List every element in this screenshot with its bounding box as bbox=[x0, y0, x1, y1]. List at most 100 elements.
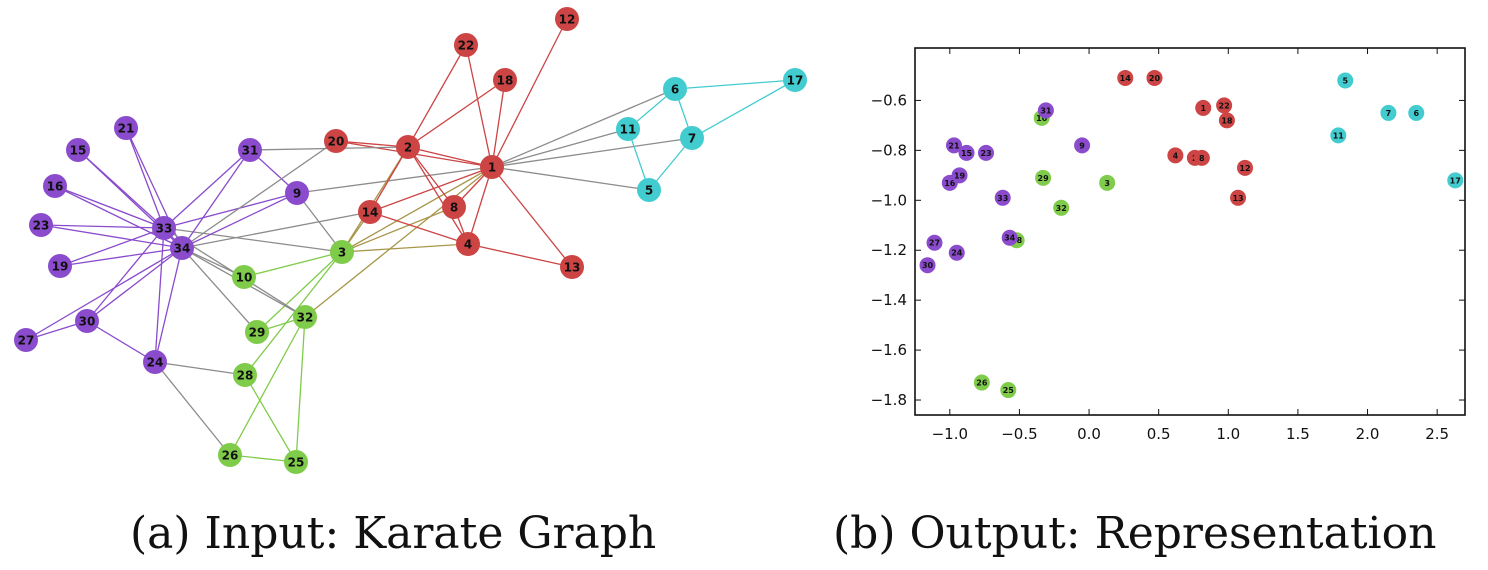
graph-node-circle bbox=[616, 117, 640, 141]
plot-point-marker bbox=[1099, 174, 1116, 191]
plot-point-15: 15 bbox=[958, 144, 975, 161]
plot-point-marker bbox=[926, 234, 943, 251]
y-tick-label: −0.6 bbox=[871, 91, 907, 109]
x-tick-label: −0.5 bbox=[1001, 425, 1037, 443]
x-tick-label: 1.5 bbox=[1286, 425, 1310, 443]
graph-node-circle bbox=[480, 155, 504, 179]
plot-point-17: 17 bbox=[1447, 172, 1464, 189]
graph-edge-2-14 bbox=[369, 146, 409, 213]
graph-edge-1-7 bbox=[491, 137, 693, 168]
graph-node-12: 12 bbox=[555, 7, 579, 31]
graph-edge-4-13 bbox=[467, 243, 573, 268]
graph-node-27: 27 bbox=[14, 328, 38, 352]
plot-point-marker bbox=[1216, 97, 1233, 114]
graph-node-14: 14 bbox=[358, 200, 382, 224]
x-tick-label: 0.0 bbox=[1077, 425, 1101, 443]
plot-point-19: 19 bbox=[951, 167, 968, 184]
y-tick-label: −1.4 bbox=[871, 291, 907, 309]
graph-node-23: 23 bbox=[29, 213, 53, 237]
graph-edge-3-8 bbox=[341, 206, 455, 253]
plot-point-marker bbox=[1237, 159, 1253, 176]
representation-scatter-plot: −1.0 −0.5 0.0 0.5 1.0 1.5 2.0 2.5 −0.6 −0.8 −1.0 −1… bbox=[871, 47, 1466, 443]
plot-point-label: 19 bbox=[954, 171, 966, 180]
plot-point-24: 24 bbox=[948, 244, 965, 261]
graph-edge-1-3 bbox=[341, 166, 493, 253]
graph-node-circle bbox=[75, 309, 99, 333]
graph-node-circle bbox=[555, 7, 579, 31]
graph-edge-3-28 bbox=[244, 251, 343, 376]
plot-point-label: 18 bbox=[1221, 116, 1233, 125]
plot-point-12: 12 bbox=[1237, 159, 1253, 176]
x-tick-label: 2.5 bbox=[1425, 425, 1449, 443]
graph-edge-20-34 bbox=[181, 140, 337, 249]
plot-point-label: 16 bbox=[944, 179, 956, 188]
graph-node-28: 28 bbox=[233, 363, 257, 387]
graph-edge-1-32 bbox=[304, 166, 493, 318]
plot-point-label: 20 bbox=[1149, 74, 1161, 83]
graph-edge-3-9 bbox=[296, 192, 343, 253]
plot-point-25: 25 bbox=[1000, 382, 1017, 399]
plot-point-label: 8 bbox=[1199, 154, 1205, 163]
graph-node-19: 19 bbox=[48, 254, 72, 278]
graph-node-circle bbox=[330, 240, 354, 264]
graph-edge-2-20 bbox=[335, 140, 409, 148]
plot-point-1: 1 bbox=[1195, 99, 1212, 116]
plot-point-label: 22 bbox=[1219, 101, 1230, 110]
graph-node-label: 23 bbox=[33, 219, 50, 233]
graph-node-label: 31 bbox=[242, 144, 259, 158]
plot-point-marker bbox=[948, 244, 965, 261]
graph-edge-6-17 bbox=[674, 79, 796, 90]
plot-point-label: 1 bbox=[1200, 104, 1206, 113]
graph-node-circle bbox=[245, 320, 269, 344]
graph-node-circle bbox=[783, 68, 807, 92]
plot-point-marker bbox=[1337, 72, 1354, 89]
graph-node-label: 26 bbox=[222, 449, 239, 463]
graph-edge-1-11 bbox=[491, 128, 629, 168]
y-tick-label: −0.8 bbox=[871, 141, 907, 159]
plot-point-33: 33 bbox=[994, 189, 1011, 206]
graph-node-label: 32 bbox=[297, 311, 314, 325]
plot-point-9: 9 bbox=[1074, 137, 1091, 154]
graph-node-circle bbox=[48, 254, 72, 278]
graph-node-label: 5 bbox=[645, 184, 653, 198]
plot-ticks: −1.0 −0.5 0.0 0.5 1.0 1.5 2.0 2.5 −0.6 −0.8 −1.0 −1… bbox=[871, 48, 1465, 443]
graph-node-15: 15 bbox=[66, 138, 90, 162]
graph-edge-9-34 bbox=[181, 192, 298, 249]
plot-point-label: 32 bbox=[1056, 204, 1067, 213]
graph-node-circle bbox=[238, 138, 262, 162]
graph-node-label: 19 bbox=[52, 260, 69, 274]
plot-point-marker bbox=[978, 144, 995, 161]
graph-edge-31-33 bbox=[163, 149, 251, 229]
plot-point-26: 26 bbox=[973, 374, 990, 391]
graph-node-1: 1 bbox=[480, 155, 504, 179]
y-tick-label: −1.6 bbox=[871, 341, 907, 359]
plot-point-label: 31 bbox=[1040, 106, 1052, 115]
plot-point-marker bbox=[1146, 69, 1163, 86]
plot-point-label: 3 bbox=[1104, 179, 1110, 188]
graph-edge-1-6 bbox=[491, 88, 676, 168]
plot-point-32: 32 bbox=[1053, 199, 1070, 216]
plot-point-marker bbox=[1117, 69, 1134, 86]
graph-node-circle bbox=[232, 265, 256, 289]
graph-edge-3-29 bbox=[256, 251, 343, 333]
graph-edge-19-34 bbox=[59, 247, 183, 267]
graph-node-circle bbox=[493, 68, 517, 92]
plot-point-4: 4 bbox=[1167, 147, 1184, 164]
graph-edge-21-33 bbox=[125, 127, 165, 229]
graph-node-circle bbox=[114, 116, 138, 140]
graph-node-20: 20 bbox=[324, 129, 348, 153]
plot-point-31: 31 bbox=[1037, 102, 1054, 119]
y-tick-label: −1.2 bbox=[871, 241, 907, 259]
plot-point-label: 17 bbox=[1450, 176, 1461, 185]
graph-edge-24-26 bbox=[154, 361, 231, 456]
graph-node-31: 31 bbox=[238, 138, 262, 162]
graph-node-label: 7 bbox=[688, 132, 696, 146]
plot-point-marker bbox=[1193, 149, 1210, 166]
graph-node-label: 30 bbox=[79, 315, 96, 329]
graph-node-label: 9 bbox=[293, 187, 301, 201]
graph-node-13: 13 bbox=[560, 255, 584, 279]
plot-point-18: 18 bbox=[1218, 112, 1235, 129]
plot-point-label: 27 bbox=[929, 239, 940, 248]
plot-point-14: 14 bbox=[1117, 69, 1134, 86]
graph-node-label: 6 bbox=[671, 83, 679, 97]
